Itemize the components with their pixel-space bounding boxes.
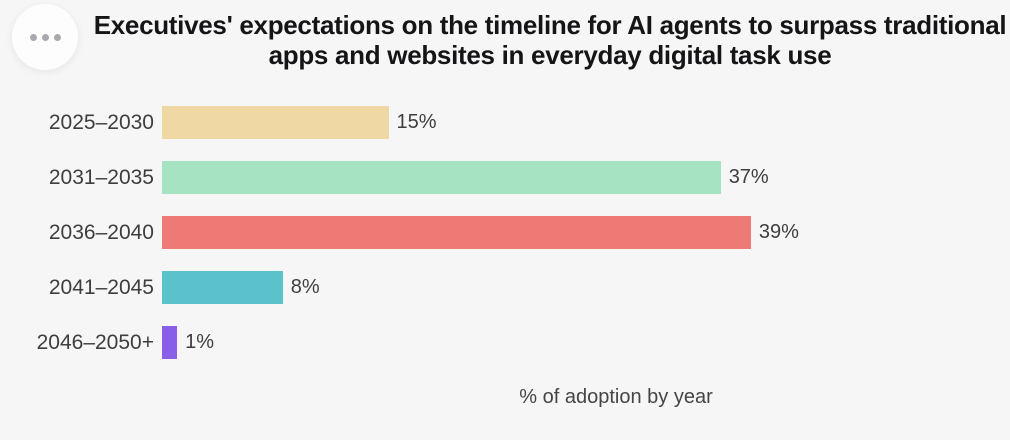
ellipsis-icon [29, 33, 61, 41]
value-label: 37% [728, 166, 769, 188]
category-label: 2041–2045 [48, 275, 154, 299]
x-axis-label: % of adoption by year [519, 386, 713, 408]
bar [162, 216, 751, 249]
value-label: 15% [396, 111, 437, 133]
chart-title: Executives' expectations on the timeline… [93, 10, 1007, 70]
category-label: 2036–2040 [48, 220, 154, 244]
category-label: 2025–2030 [48, 110, 154, 134]
bar [162, 161, 721, 194]
bar [162, 106, 389, 139]
category-label: 2046–2050+ [36, 330, 154, 354]
bar-row: 2046–2050+ 1% [0, 326, 1010, 359]
value-label: 39% [758, 221, 799, 243]
bar [162, 326, 178, 359]
bar-row: 2031–2035 37% [0, 161, 1010, 194]
bar-chart: 2025–2030 15% 2031–2035 37% 2036–2040 39… [0, 106, 1010, 381]
value-label: 1% [185, 331, 214, 353]
value-label: 8% [290, 276, 320, 298]
category-label: 2031–2035 [48, 165, 154, 189]
bar [162, 271, 283, 304]
bar-row: 2041–2045 8% [0, 271, 1010, 304]
more-options-button[interactable] [12, 4, 78, 70]
bar-row: 2036–2040 39% [0, 216, 1010, 249]
bar-row: 2025–2030 15% [0, 106, 1010, 139]
